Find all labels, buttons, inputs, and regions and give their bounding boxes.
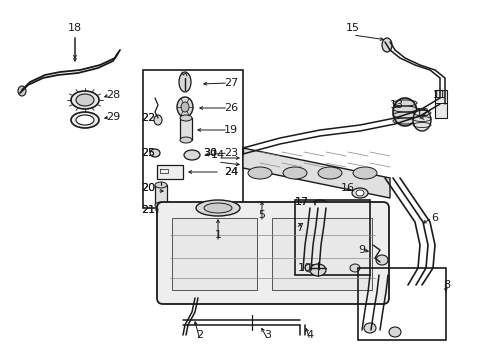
Text: 1: 1	[214, 230, 221, 240]
Text: 8: 8	[443, 280, 449, 290]
Text: 20: 20	[141, 183, 155, 193]
Ellipse shape	[76, 115, 94, 125]
Text: 18: 18	[68, 23, 82, 33]
Bar	[155, 185, 167, 205]
Ellipse shape	[363, 323, 375, 333]
Bar	[157, 165, 183, 179]
Text: 16: 16	[340, 183, 354, 193]
Text: 15: 15	[346, 23, 359, 33]
Text: 11: 11	[432, 90, 446, 100]
Text: 27: 27	[224, 78, 238, 88]
Ellipse shape	[352, 167, 376, 179]
Text: 22: 22	[141, 113, 155, 123]
Text: 24: 24	[224, 167, 238, 177]
Text: 30: 30	[203, 148, 217, 158]
Text: 13: 13	[389, 100, 403, 110]
Text: 22: 22	[141, 113, 155, 123]
FancyBboxPatch shape	[157, 202, 388, 304]
Ellipse shape	[154, 115, 162, 125]
Ellipse shape	[177, 97, 193, 117]
Ellipse shape	[351, 188, 367, 198]
Bar	[294, 200, 369, 275]
Ellipse shape	[392, 98, 416, 126]
Polygon shape	[243, 148, 389, 198]
Bar	[357, 268, 445, 340]
Text: 23: 23	[224, 148, 238, 158]
Text: 14: 14	[210, 150, 224, 160]
Ellipse shape	[157, 209, 173, 217]
Text: 6: 6	[430, 213, 438, 223]
Ellipse shape	[183, 150, 200, 160]
Ellipse shape	[349, 264, 359, 272]
Ellipse shape	[155, 182, 167, 188]
Ellipse shape	[203, 203, 231, 213]
Text: 17: 17	[294, 197, 308, 207]
Ellipse shape	[412, 109, 430, 131]
Text: 19: 19	[224, 125, 238, 135]
Ellipse shape	[71, 91, 99, 109]
Ellipse shape	[309, 264, 325, 276]
Text: 21: 21	[141, 205, 155, 215]
Text: 4: 4	[306, 330, 313, 340]
Ellipse shape	[180, 115, 192, 121]
Ellipse shape	[179, 72, 191, 92]
Text: 12: 12	[415, 108, 429, 118]
Ellipse shape	[76, 94, 94, 106]
Ellipse shape	[305, 264, 314, 272]
Ellipse shape	[180, 137, 192, 143]
Bar	[271, 218, 371, 290]
Text: 25: 25	[141, 148, 155, 158]
Ellipse shape	[161, 211, 169, 215]
Ellipse shape	[355, 190, 363, 196]
Ellipse shape	[155, 202, 167, 208]
Text: 29: 29	[106, 112, 120, 122]
Ellipse shape	[388, 327, 400, 337]
Text: 7: 7	[296, 223, 303, 233]
Bar	[172, 218, 257, 290]
Text: 20: 20	[141, 183, 155, 193]
Text: 25: 25	[141, 148, 155, 158]
Ellipse shape	[381, 38, 391, 52]
Text: 24: 24	[224, 167, 238, 177]
Ellipse shape	[196, 200, 240, 216]
Text: 26: 26	[224, 103, 238, 113]
Text: 3: 3	[264, 330, 271, 340]
Text: 9: 9	[358, 245, 365, 255]
Ellipse shape	[181, 102, 189, 112]
Bar	[142, 70, 243, 208]
Ellipse shape	[311, 200, 327, 210]
Text: 10: 10	[297, 263, 311, 273]
Bar	[434, 90, 446, 118]
Ellipse shape	[71, 112, 99, 128]
Text: 21: 21	[141, 205, 155, 215]
Ellipse shape	[247, 167, 271, 179]
Ellipse shape	[18, 86, 26, 96]
Text: 28: 28	[106, 90, 120, 100]
Text: 2: 2	[196, 330, 203, 340]
Ellipse shape	[317, 167, 341, 179]
Ellipse shape	[375, 255, 387, 265]
Bar	[180, 118, 192, 140]
Text: 17: 17	[294, 197, 308, 207]
Text: 30: 30	[203, 148, 217, 158]
Ellipse shape	[150, 149, 160, 157]
Text: 5: 5	[258, 210, 265, 220]
Ellipse shape	[283, 167, 306, 179]
